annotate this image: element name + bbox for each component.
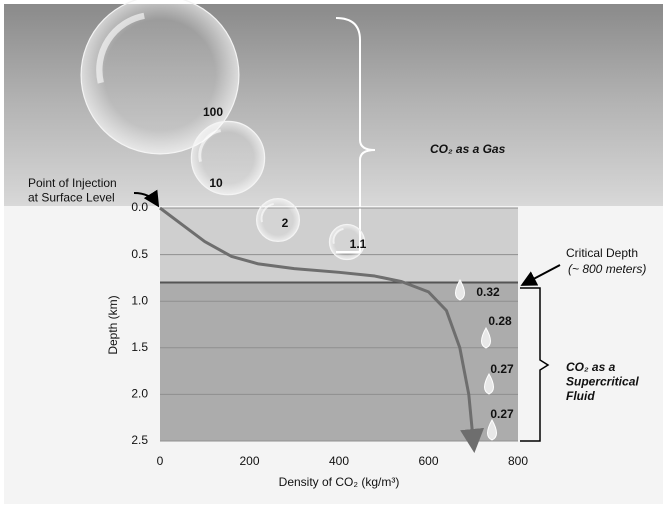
critical-note: (~ 800 meters): [568, 262, 646, 276]
critical-label: Critical Depth: [566, 246, 638, 260]
droplet-label: 0.27: [490, 362, 514, 376]
bubble: [257, 199, 300, 242]
bubble-label: 100: [203, 105, 223, 119]
bubble-label: 10: [209, 176, 223, 190]
bubble-label: 1.1: [350, 237, 367, 251]
bubble-label: 2: [282, 216, 289, 230]
y-tick-label: 2.5: [131, 433, 148, 447]
bubble: [191, 121, 264, 194]
y-axis-label: Depth (km): [106, 295, 120, 354]
x-axis-label: Density of CO₂ (kg/m³): [279, 475, 400, 489]
droplet-label: 0.27: [490, 407, 514, 421]
gas-label: CO₂ as a Gas: [430, 142, 506, 156]
y-tick-label: 0.5: [131, 247, 148, 261]
x-tick-label: 0: [157, 454, 164, 468]
x-tick-label: 600: [418, 454, 438, 468]
y-tick-label: 2.0: [131, 387, 148, 401]
x-tick-label: 200: [239, 454, 259, 468]
y-tick-label: 0.0: [131, 200, 148, 214]
y-tick-label: 1.5: [131, 340, 148, 354]
droplet-label: 0.32: [476, 285, 500, 299]
chart: Point of Injectionat Surface Level CO₂ a…: [0, 0, 667, 508]
supercritical-zone: [160, 283, 518, 441]
y-tick-label: 1.0: [131, 293, 148, 307]
x-tick-label: 400: [329, 454, 349, 468]
x-tick-label: 800: [508, 454, 528, 468]
droplet-label: 0.28: [488, 314, 512, 328]
